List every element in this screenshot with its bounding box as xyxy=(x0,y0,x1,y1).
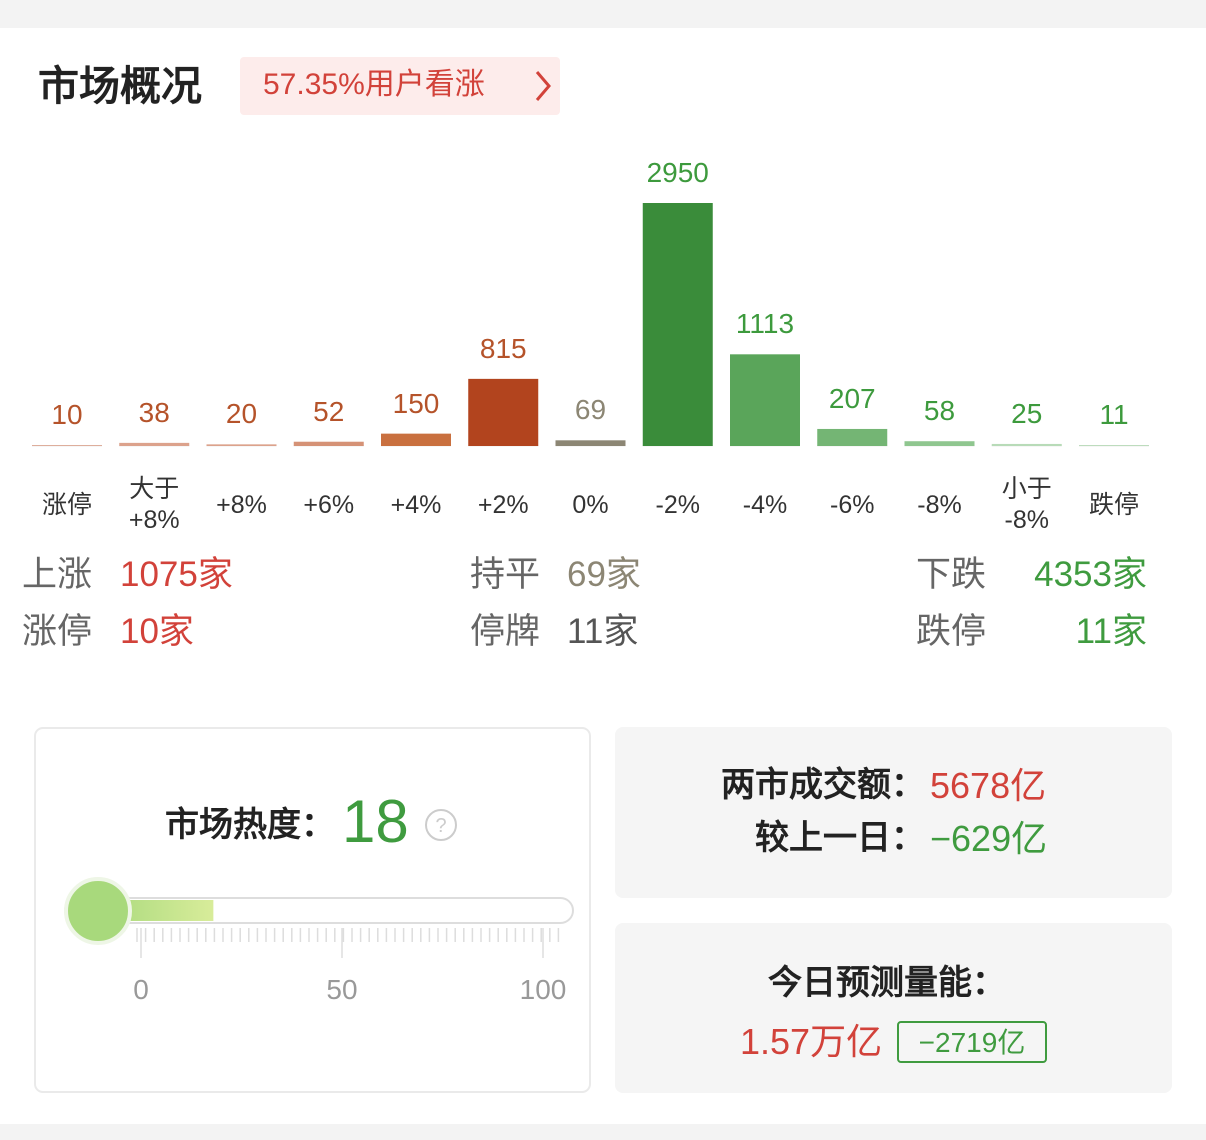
value-label: 207 xyxy=(828,382,876,414)
stat-label: 下跌 xyxy=(916,555,987,594)
value-label: 20 xyxy=(225,398,258,430)
turnover-value: 5678亿 xyxy=(930,765,1047,806)
category-label: 小于 -8% xyxy=(1001,475,1052,534)
gauge-tick-label: 50 xyxy=(326,974,358,1005)
category-label: +8% xyxy=(216,490,267,519)
bar xyxy=(468,378,539,446)
stat-value: 1075家 xyxy=(120,555,233,594)
category-label: -2% xyxy=(655,490,700,519)
turnover-label: 两市成交额： xyxy=(721,766,925,804)
category-label: 跌停 xyxy=(1088,490,1139,519)
value-label: 1113 xyxy=(735,308,795,340)
stat-label: 上涨 xyxy=(22,555,93,594)
badge[interactable]: 57.35%用户看涨 xyxy=(263,68,485,101)
turnover-card xyxy=(615,727,1172,898)
value-label: 11 xyxy=(1099,399,1129,431)
gauge-knob xyxy=(64,877,132,945)
category-label: 涨停 xyxy=(41,490,92,519)
value-label: 25 xyxy=(1011,397,1043,429)
stat-label: 持平 xyxy=(470,555,541,594)
stat-value: 4353家 xyxy=(1034,555,1147,594)
value-label: 150 xyxy=(392,387,440,419)
forecast-label: 今日预测量能： xyxy=(768,964,1006,1002)
stat-value: 69家 xyxy=(567,555,641,594)
value-label: 2950 xyxy=(646,157,709,188)
stat-label: 跌停 xyxy=(916,612,987,651)
title: 市场概况 xyxy=(38,63,202,109)
change-box xyxy=(897,1021,1047,1063)
chevron xyxy=(535,71,551,101)
forecast-value: 1.57万亿 xyxy=(740,1021,883,1062)
category-label: +2% xyxy=(477,490,529,519)
value-label: 815 xyxy=(479,332,527,364)
forecast-card xyxy=(615,923,1172,1093)
bar xyxy=(817,428,888,446)
stat-value: 11家 xyxy=(567,612,639,651)
bar xyxy=(119,442,190,446)
bar xyxy=(904,441,975,446)
value-label: 58 xyxy=(923,395,956,427)
bar xyxy=(1079,445,1149,446)
value-label: 69 xyxy=(574,394,607,426)
category-label: +4% xyxy=(390,490,442,519)
value-label: 38 xyxy=(138,396,170,428)
stat-value: 10家 xyxy=(120,612,194,651)
gauge-tick-label: 100 xyxy=(519,974,567,1005)
help-glyph: ? xyxy=(435,815,446,837)
value-label: 10 xyxy=(51,399,83,431)
change-label: 较上一日： xyxy=(755,819,925,857)
value-label: 52 xyxy=(313,395,345,427)
category-label: -6% xyxy=(830,490,875,519)
category-label: 大于 +8% xyxy=(128,475,180,534)
bar xyxy=(642,203,713,446)
heat-label: 市场热度： xyxy=(165,806,335,844)
gauge-tick-label: 0 xyxy=(133,974,149,1005)
change-value: −629亿 xyxy=(930,818,1048,859)
stat-label: 停牌 xyxy=(470,612,541,651)
bar xyxy=(381,433,451,446)
stat-value: 11家 xyxy=(1075,612,1147,651)
bar xyxy=(293,441,364,446)
forecast-change: −2719亿 xyxy=(918,1027,1026,1058)
stat-label: 涨停 xyxy=(22,612,93,651)
bar xyxy=(555,440,626,446)
heat-value: 18 xyxy=(342,788,409,855)
bar xyxy=(991,443,1062,446)
category-label: 0% xyxy=(572,490,609,519)
bar xyxy=(730,354,800,446)
bar xyxy=(206,444,277,446)
category-label: +6% xyxy=(303,490,355,519)
top-strip xyxy=(0,0,1206,28)
category-label: -8% xyxy=(917,490,962,519)
bar xyxy=(32,445,102,446)
help-icon[interactable] xyxy=(425,809,457,841)
badge-bg[interactable] xyxy=(240,57,560,115)
bottom-strip xyxy=(0,1124,1206,1140)
category-label: -4% xyxy=(742,490,788,519)
